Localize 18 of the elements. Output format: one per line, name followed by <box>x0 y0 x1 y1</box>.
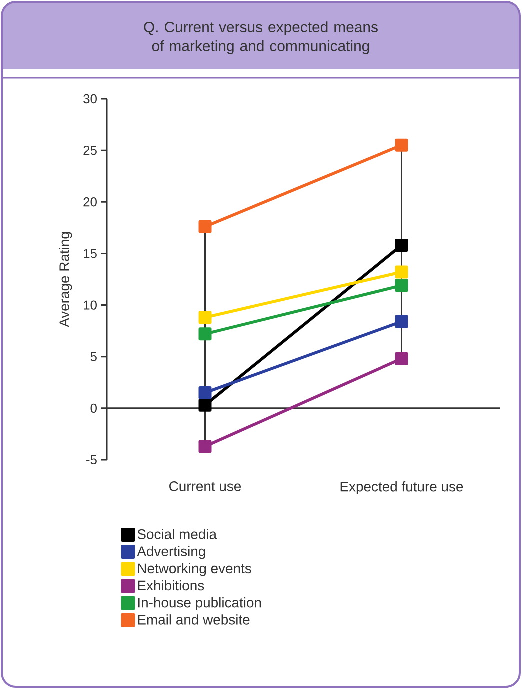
chart-title: Q. Current versus expected means of marketing and communicating <box>144 22 378 54</box>
y-tick-label: 15 <box>84 249 97 258</box>
y-tick-label: -5 <box>86 455 97 465</box>
y-tick-label: 0 <box>90 404 97 414</box>
y-axis-title: Average Rating <box>59 232 72 328</box>
legend-label: Social media <box>138 529 218 540</box>
legend-label: Email and website <box>138 614 250 625</box>
y-tick-label: 30 <box>84 94 97 104</box>
x-tick-label: Expected future use <box>340 482 464 495</box>
legend-label: Exhibitions <box>138 580 204 591</box>
y-tick-label: 10 <box>84 300 97 310</box>
y-tick-label: 5 <box>90 352 97 362</box>
legend-label: Advertising <box>137 546 206 560</box>
legend-label: In-house publication <box>138 597 262 610</box>
legend-label: Networking events <box>138 563 252 576</box>
y-tick-label: 20 <box>84 198 97 207</box>
x-tick-label: Current use <box>170 482 242 492</box>
y-tick-label: 25 <box>84 146 97 156</box>
